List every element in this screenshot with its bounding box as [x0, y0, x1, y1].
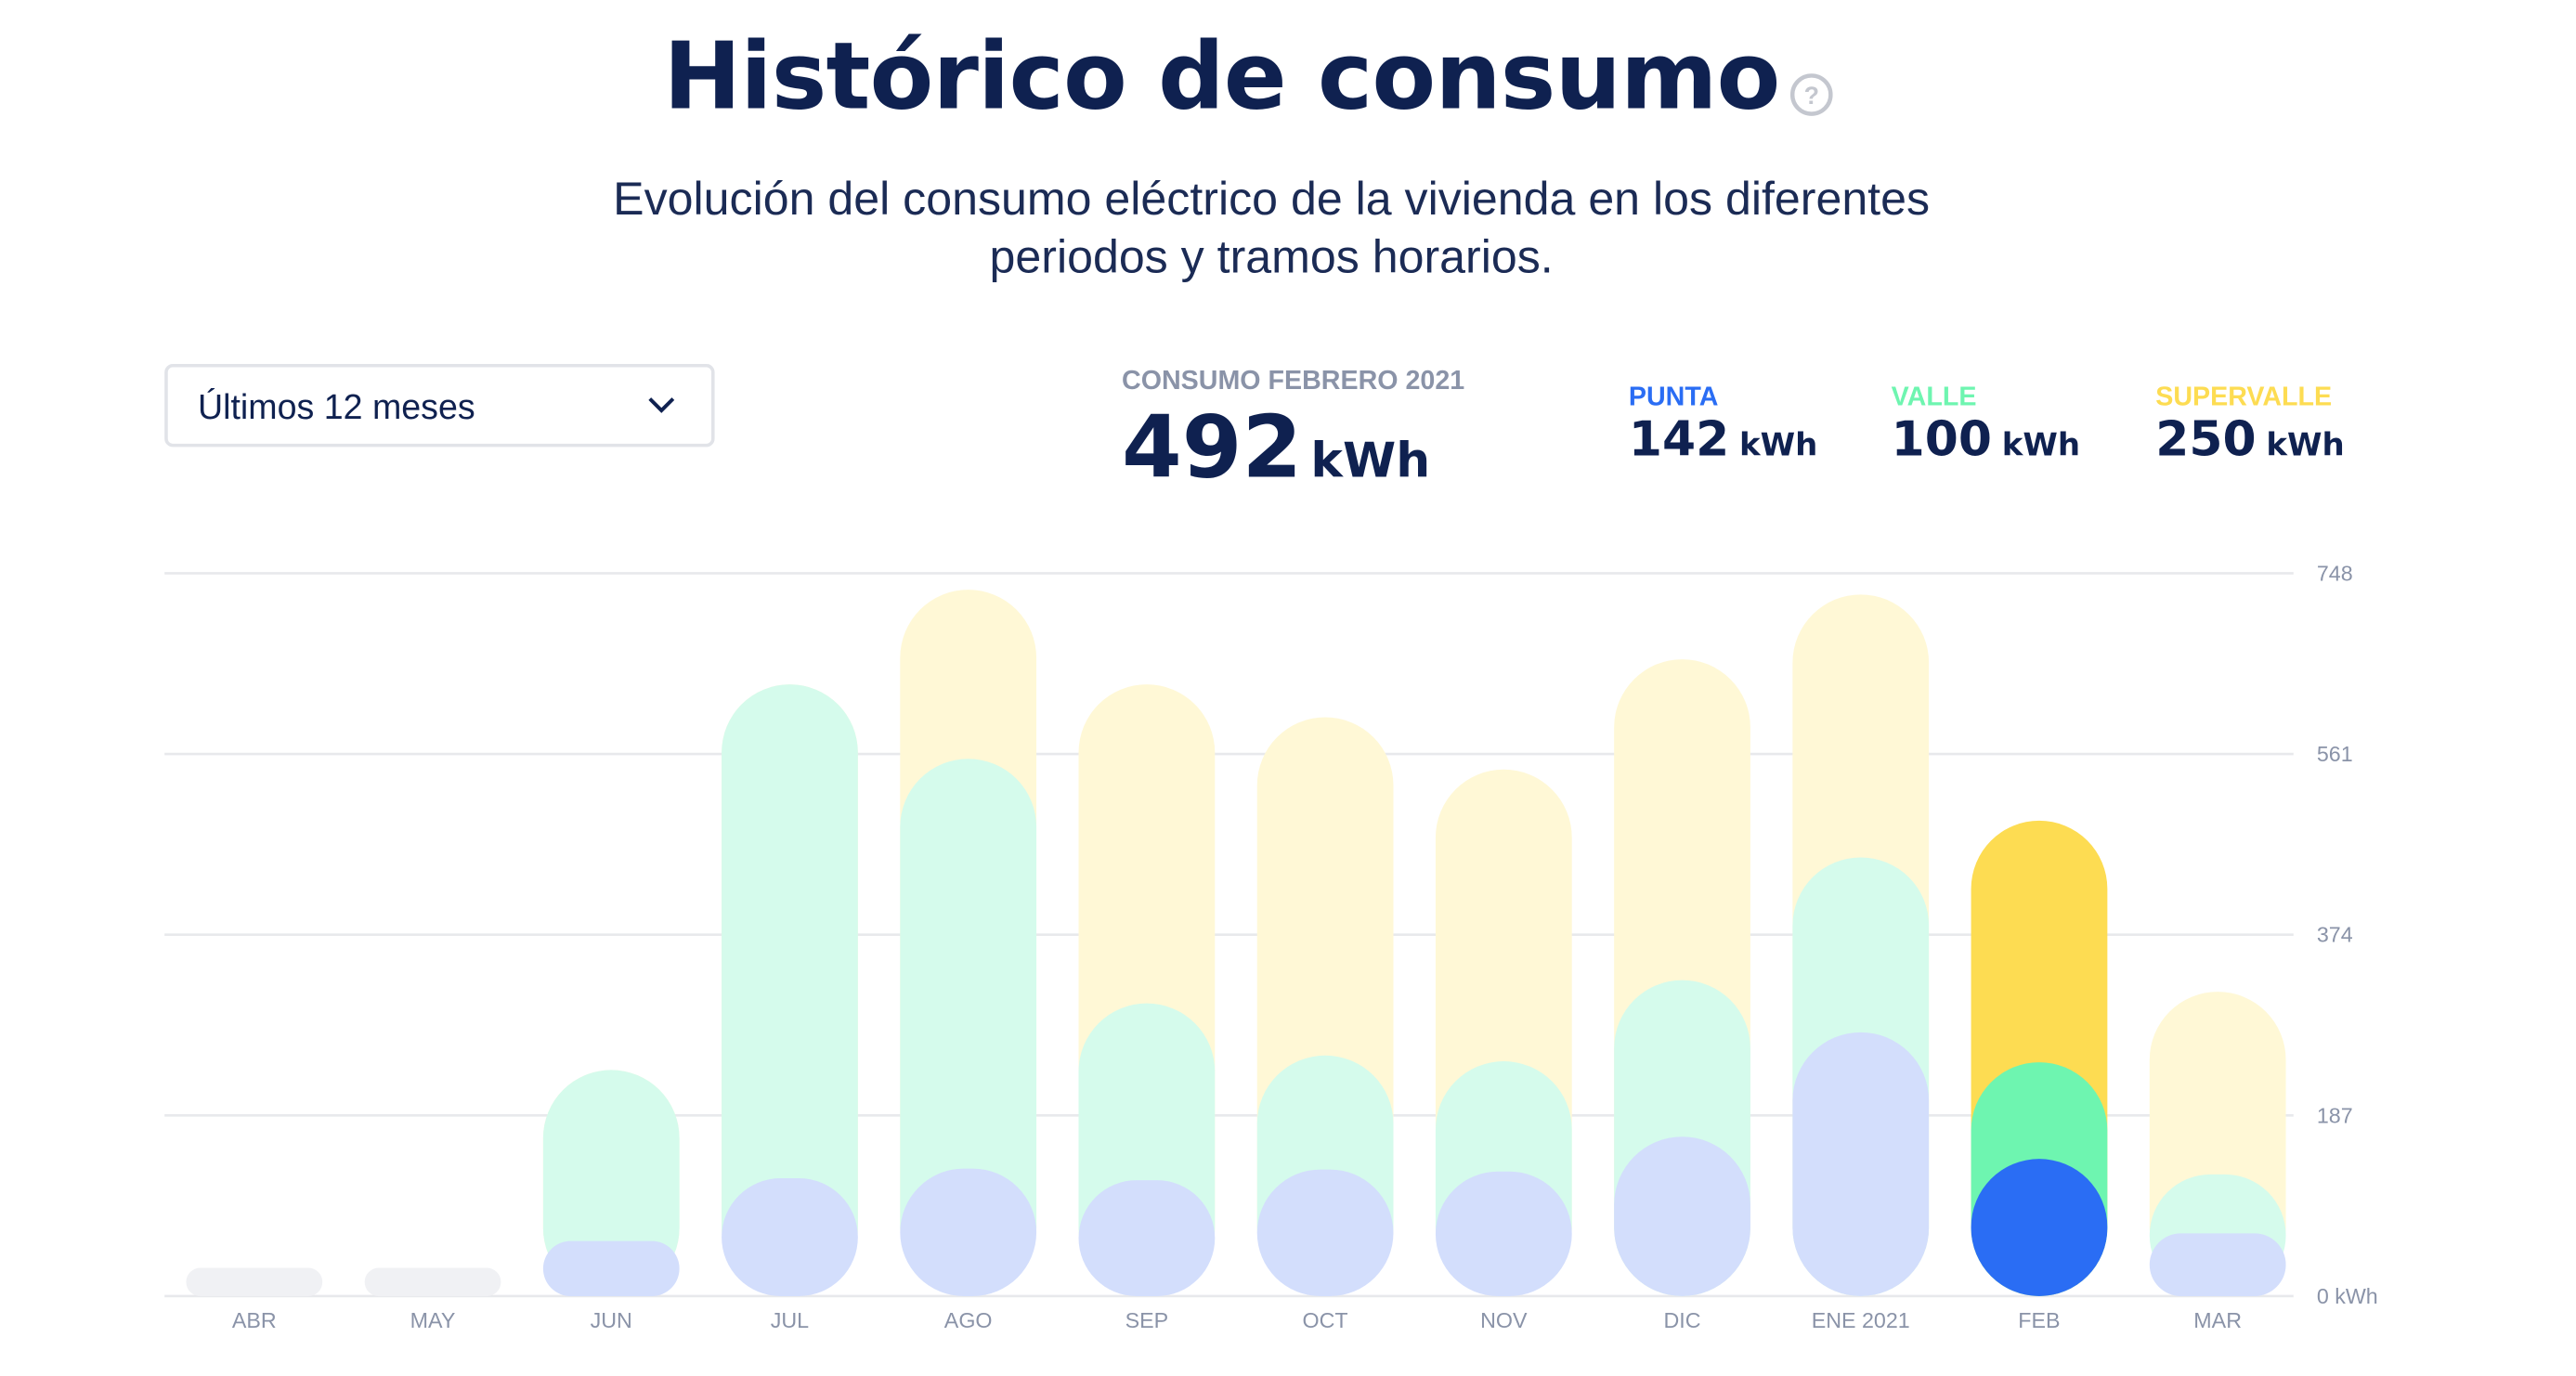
x-tick-label: DIC	[1663, 1307, 1701, 1333]
bar-segment	[1792, 1032, 1930, 1296]
bar-segment	[722, 1177, 858, 1296]
legend-value-row: 142 kWh	[1629, 410, 1817, 467]
total: 492 kWh	[1122, 399, 1430, 499]
y-tick-label: 748	[2317, 562, 2353, 586]
x-tick-label: JUN	[590, 1307, 632, 1333]
x-tick-label: JUL	[770, 1307, 810, 1333]
bar-segment	[1971, 1159, 2108, 1296]
title: Histórico de consumo	[663, 23, 1780, 132]
x-tick-label: MAY	[410, 1307, 456, 1333]
legend-unit: kWh	[1739, 426, 1818, 464]
x-tick-label: ENE 2021	[1811, 1307, 1910, 1333]
x-tick-label: AGO	[943, 1307, 993, 1333]
x-tick-label: NOV	[1480, 1307, 1528, 1333]
subtitle: Evolución del consumo eléctrico de la vi…	[613, 173, 1931, 283]
legend-unit: kWh	[2266, 426, 2345, 464]
legend-name: VALLE	[1891, 383, 1977, 412]
legend-name: SUPERVALLE	[2155, 383, 2333, 412]
y-tick-label: 374	[2317, 923, 2353, 947]
bar-segment	[900, 759, 1037, 1296]
period-label: CONSUMO FEBRERO 2021	[1122, 367, 1465, 396]
empty-placeholder	[364, 1267, 501, 1296]
x-tick-label: FEB	[2018, 1307, 2061, 1333]
bar-segment	[722, 684, 858, 1296]
x-tick-label: OCT	[1302, 1307, 1348, 1333]
bar-segment	[542, 1240, 680, 1296]
legend-value: 142	[1628, 410, 1730, 467]
bar-segment	[900, 1168, 1037, 1296]
bar-segment	[542, 1070, 680, 1296]
chevron	[648, 397, 675, 413]
legend-value-row: 250 kWh	[2155, 410, 2344, 467]
legend-item: VALLE 100 kWh	[1892, 383, 2080, 466]
legend-value: 100	[1891, 410, 1993, 467]
total-value: 492	[1122, 398, 1303, 499]
bar-segment	[1435, 1171, 1572, 1296]
x-tick-label: ABR	[231, 1307, 277, 1333]
empty-placeholder	[186, 1267, 323, 1296]
dropdown-text: Últimos 12 meses	[197, 388, 475, 427]
legend-value-row: 100 kWh	[1892, 410, 2080, 467]
y-tick-label: 561	[2317, 742, 2353, 766]
legend-unit: kWh	[2001, 426, 2081, 464]
legend-value: 250	[2155, 410, 2257, 467]
y-tick-label: 0 kWh	[2317, 1284, 2378, 1308]
bar-segment	[1614, 1136, 1750, 1296]
bar-segment	[1256, 1169, 1394, 1296]
y-tick-label: 187	[2317, 1103, 2353, 1127]
legend-item: SUPERVALLE 250 kWh	[2155, 383, 2344, 466]
legend-item: PUNTA 142 kWh	[1629, 383, 1817, 466]
legend-name: PUNTA	[1628, 383, 1719, 412]
bar-segment	[2149, 1233, 2286, 1296]
x-tick-label: MAR	[2193, 1307, 2242, 1333]
x-tick-label: SEP	[1125, 1307, 1169, 1333]
bar-segment	[1078, 1180, 1216, 1296]
period-dropdown[interactable]: Últimos 12 meses	[164, 363, 715, 448]
help-icon[interactable]: ?	[1789, 71, 1835, 118]
total-unit: kWh	[1310, 432, 1431, 489]
svg-text:?: ?	[1804, 82, 1819, 110]
